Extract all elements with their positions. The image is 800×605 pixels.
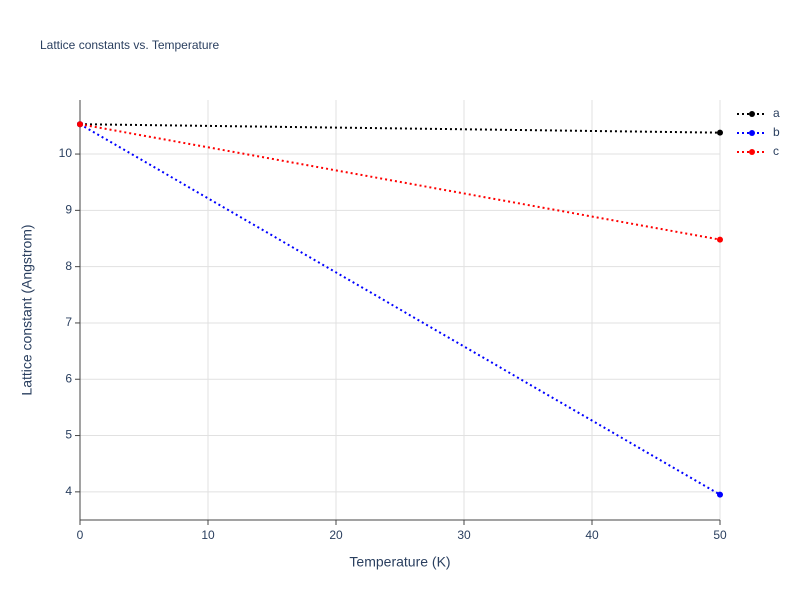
y-axis-title: Lattice constant (Angstrom) [19,224,35,395]
legend-marker [749,111,755,117]
x-tick-label: 20 [329,528,343,542]
y-tick-label: 8 [65,259,72,273]
legend-label: a [773,106,780,120]
series-line [79,123,721,241]
data-point [717,236,723,243]
x-tick-label: 40 [585,528,599,542]
data-point [77,121,83,128]
y-tick-label: 7 [65,315,72,329]
legend-label: c [773,144,779,158]
y-tick-label: 5 [65,428,72,442]
series-line [79,123,721,496]
legend-marker [749,149,755,155]
x-axis-title: Temperature (K) [349,554,450,570]
chart-title: Lattice constants vs. Temperature [40,38,220,52]
series-line [79,123,721,134]
x-tick-label: 50 [713,528,727,542]
data-point [717,491,723,498]
legend-label: b [773,125,780,139]
y-tick-label: 9 [65,203,72,217]
x-tick-label: 10 [201,528,215,542]
x-tick-label: 30 [457,528,471,542]
y-tick-label: 6 [65,371,72,385]
data-point [717,129,723,136]
x-tick-label: 0 [77,528,84,542]
y-tick-label: 4 [65,484,72,498]
y-tick-label: 10 [59,146,73,160]
legend-marker [749,130,755,136]
